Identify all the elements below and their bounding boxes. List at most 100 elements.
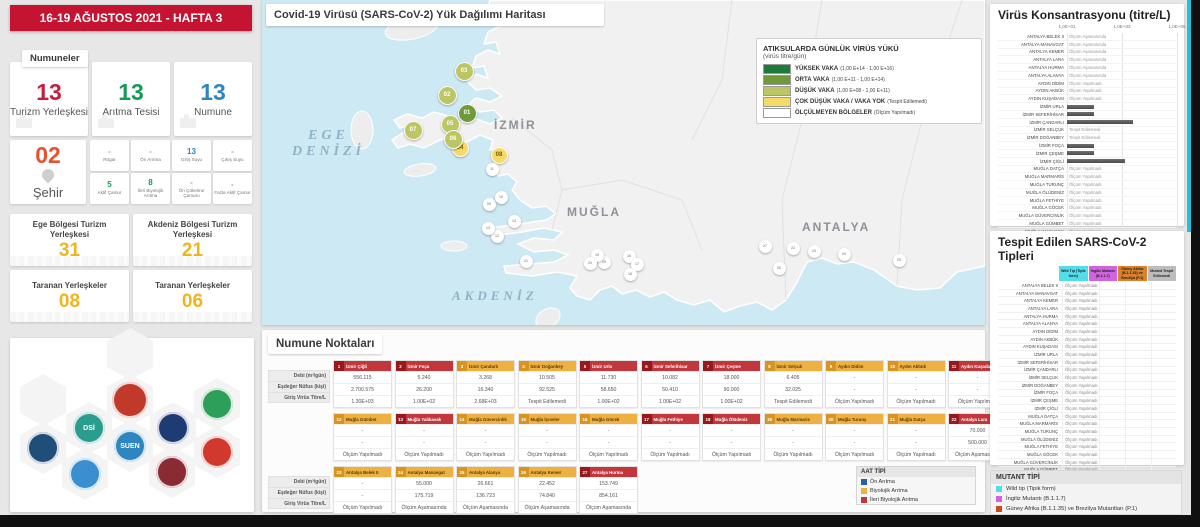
map-marker-18[interactable]: 18 (623, 267, 637, 281)
sample-point-card[interactable]: 1 İzmir Çiğli 556.115 2.700.575 1.30E+03 (333, 360, 392, 408)
variant-status: Ölçüm Yapılmadı (1065, 444, 1098, 450)
map-marker-22[interactable]: 22 (786, 241, 800, 255)
conc-row-plot: Ölçüm Yapılmadı (1067, 189, 1176, 196)
conc-row-label: MUĞLA FETHİYE (1029, 197, 1064, 203)
sub-stat-value: - (190, 177, 193, 187)
variant-status: Ölçüm Yapılmadı (1065, 421, 1098, 427)
sample-point-card[interactable]: 3 İzmir Çandarlı 3.268 16.340 2.68E+03 (456, 360, 515, 408)
stat-card: 13 Numune (174, 62, 252, 136)
sample-point-value: 18.000 (703, 371, 760, 383)
variant-cell (1098, 451, 1124, 458)
sample-point-value: 153.749 (580, 477, 637, 489)
map-marker-25[interactable]: 25 (892, 253, 906, 267)
axis-tick: 1,0E+01 (1058, 24, 1076, 29)
mutant-swatch-icon (996, 496, 1002, 502)
variant-status: Ölçüm Yapılmadı (1065, 336, 1098, 342)
sample-point-card[interactable]: 15 Muğla İçmeler - - Ölçüm Yapılmadı (517, 413, 577, 461)
sub-stat-label: Rögar (103, 157, 116, 163)
province-label-antalya: ANTALYA (802, 220, 871, 234)
map-marker-21[interactable]: 21 (519, 254, 533, 268)
mutant-legend-item: Güney Afrika (B.1.1.35) ve Brezilya Muta… (991, 504, 1181, 514)
sample-point-card[interactable]: 24 Antalya Manavgat 55.000 175.719 Ölçüm Aşa… (394, 466, 454, 514)
sample-point-number: 8 (764, 361, 775, 371)
sample-point-card[interactable]: 2 İzmir Foça 5.240 26.200 1.00E+02 (394, 360, 454, 408)
map-marker-24[interactable]: 24 (837, 247, 851, 261)
variant-row-label: AYDIN KUŞADASI (1023, 344, 1058, 350)
map-marker-11[interactable]: 11 (485, 162, 499, 176)
sample-point-card[interactable]: 18 Muğla Ölüdeniz - - Ölçüm Yapılmadı (702, 413, 761, 461)
sample-point-card[interactable]: 17 Muğla Fethiye - - Ölçüm Yapılmadı (640, 413, 700, 461)
sample-point-card[interactable]: 23 Antalya Belek II - - Ölçüm Yapılmadı (333, 466, 392, 514)
conc-row-label: ANTALYA KEMER (1029, 49, 1064, 55)
sample-point-value: 22.452 (518, 477, 576, 489)
sample-point-name: Muğla İçmeler (530, 416, 560, 422)
variant-cell (1150, 289, 1176, 297)
variant-cell (1098, 297, 1124, 305)
sample-point-card[interactable]: 5 İzmir Urla 11.730 58.650 1.00E+02 (579, 360, 638, 408)
conc-row-label: AYDIN AKBÜK (1035, 88, 1064, 94)
sample-point-card[interactable]: 25 Antalya Alanya 26.661 136.723 Ölçüm Aşama… (456, 466, 515, 514)
map-marker-06[interactable]: 06 (443, 129, 463, 149)
sample-point-value: - (641, 424, 699, 436)
conc-status: Ölçüm Yapılmadı (1069, 213, 1102, 219)
variant-status: Ölçüm Yapılmadı (1065, 282, 1098, 288)
variant-cell (1098, 420, 1124, 428)
conc-row: MUĞLA ÖLÜDENİZ Ölçüm Yapılmadı (998, 189, 1176, 197)
conc-status: Ölçüm Yapılmadı (1069, 221, 1102, 227)
map-marker-02[interactable]: 02 (437, 85, 457, 105)
variant-cell (1098, 289, 1124, 297)
map-marker-14[interactable]: 14 (507, 214, 521, 228)
sample-point-card[interactable]: 19 Muğla Marmaris - - Ölçüm Yapılmadı (763, 413, 823, 461)
map-marker-26[interactable]: 26 (772, 261, 786, 275)
sample-point-card[interactable]: 14 Muğla Güvercinlik - - Ölçüm Yapılmadı (456, 413, 515, 461)
map-marker-17[interactable]: 17 (630, 257, 644, 271)
map-marker-20[interactable]: 20 (583, 256, 597, 270)
sample-point-card[interactable]: 6 İzmir Seferihisar 10.082 50.410 1.00E+02 (640, 360, 700, 408)
sample-point-card[interactable]: 9 Aydın Didim - - Ölçüm Yapılmadı (825, 360, 884, 408)
conc-status: Ölçüm Yapılmadı (1069, 96, 1102, 102)
conc-row: İZMİR ÇANDARLI (998, 119, 1176, 127)
sample-row-label: Giriş Virüs Titre/L (268, 498, 330, 509)
sample-point-card[interactable]: 10 Aydın Akbük - - Ölçüm Yapılmadı (886, 360, 946, 408)
region-card-label: Akdeniz Bölgesi Turizm Yerleşkesi (147, 220, 238, 239)
map-marker-12[interactable]: 12 (490, 229, 504, 243)
map-marker-10[interactable]: 10 (494, 190, 508, 204)
sample-point-value: Ölçüm Yapılmadı (887, 448, 945, 460)
sample-point-header: 27 Antalya Hurma (580, 467, 637, 477)
sample-point-card[interactable]: 13 Muğla Yalıkavak - - Ölçüm Yapılmadı (394, 413, 454, 461)
variant-row: AYDIN AKBÜK Ölçüm Yapılmadı (998, 335, 1176, 344)
sample-point-card[interactable]: 27 Antalya Hurma 153.749 854.161 Ölçüm Aşama… (579, 466, 638, 514)
map-marker-13[interactable]: 13 (481, 221, 495, 235)
sample-point-value: - (457, 424, 514, 436)
sample-row-label: Eşdeğer Nüfus (kişi) (268, 381, 330, 392)
sample-point-card[interactable]: 12 Muğla Gümbet - - Ölçüm Yapılmadı (333, 413, 392, 461)
sample-point-value: - (457, 436, 514, 448)
map-marker-27[interactable]: 27 (758, 239, 772, 253)
variant-cell (1150, 358, 1176, 366)
map-marker-23[interactable]: 23 (807, 244, 821, 258)
sample-point-card[interactable]: 4 İzmir Doğanbey 10.505 92.525 Tespit Edilem… (517, 360, 577, 408)
conc-row-plot (1067, 103, 1176, 110)
aat-legend-label: Ön Arıtma (870, 478, 895, 485)
sample-point-card[interactable]: 20 Muğla Turunç - - Ölçüm Yapılmadı (825, 413, 884, 461)
sample-point-card[interactable]: 21 Muğla Datça - - Ölçüm Yapılmadı (886, 413, 946, 461)
sample-point-card[interactable]: 16 Muğla Göcek - - Ölçüm Yapılmadı (579, 413, 638, 461)
sample-point-header: 5 İzmir Urla (580, 361, 637, 371)
map-marker-07[interactable]: 07 (403, 120, 423, 140)
variant-status: Ölçüm Yapılmadı (1065, 321, 1098, 327)
map-marker-08[interactable]: 08 (490, 146, 508, 164)
sample-point-card[interactable]: 26 Antalya Kemer 22.452 74.840 Ölçüm Aşaması… (517, 466, 577, 514)
aat-swatch-icon (861, 478, 867, 485)
legend-label: ORTA VAKA (795, 76, 830, 83)
variant-row-label: İZMİR ÇİĞLİ (1034, 405, 1059, 411)
sample-point-value: Ölçüm Yapılmadı (395, 448, 453, 460)
stat-cards-row: 13 Turizm Yerleşkesi 13 Arıtma Tesisi 13 Numu… (10, 62, 252, 136)
variant-cell: Ölçüm Yapılmadı (1062, 289, 1098, 297)
map-marker-09[interactable]: 09 (482, 197, 496, 211)
map-marker-03[interactable]: 03 (454, 61, 474, 81)
sample-point-card[interactable]: 8 İzmir Selçuk 6.405 32.025 Tespit Edilemedi (763, 360, 823, 408)
sample-point-card[interactable]: 7 İzmir Çeşme 18.000 90.000 1.00E+02 (702, 360, 761, 408)
variant-row-label: ANTALYA LARA (1027, 305, 1058, 311)
map-marker-01[interactable]: 01 (457, 103, 477, 123)
map-pin-icon (39, 166, 57, 184)
